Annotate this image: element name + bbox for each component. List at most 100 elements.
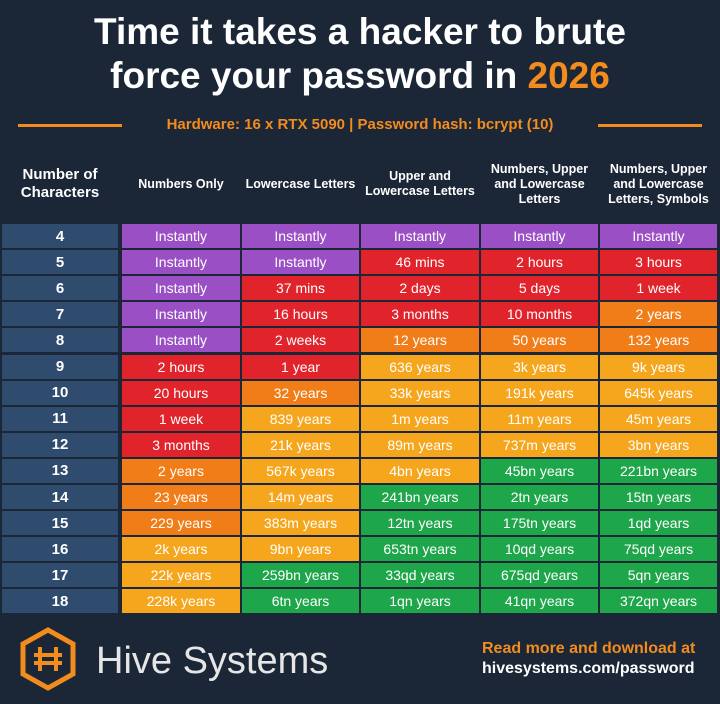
time-cell: Instantly <box>122 276 240 301</box>
time-cell: 1m years <box>361 406 479 431</box>
time-cell: 372qn years <box>600 589 717 614</box>
time-cell: 21k years <box>242 432 359 457</box>
time-cell: 10qd years <box>481 537 598 562</box>
time-cell: 2 years <box>122 458 240 483</box>
column-header: Numbers, Upper and Lowercase Letters, Sy… <box>608 161 709 206</box>
time-cell: Instantly <box>600 224 717 248</box>
row-label: 15 <box>2 511 118 536</box>
row-label: 16 <box>2 537 118 562</box>
row-label: 11 <box>2 406 118 431</box>
title-highlight: 2026 <box>527 55 610 96</box>
time-cell: 259bn years <box>242 563 359 588</box>
time-cell: 3k years <box>481 354 598 379</box>
time-cell: 3 months <box>361 302 479 327</box>
time-cell: 4bn years <box>361 458 479 483</box>
time-cell: 75qd years <box>600 537 717 562</box>
time-cell: 1qn years <box>361 589 479 614</box>
time-cell: 9bn years <box>242 537 359 562</box>
row-label: 13 <box>2 458 118 483</box>
time-cell: 46 mins <box>361 250 479 275</box>
row-label: 6 <box>2 276 118 301</box>
title-text: Time it takes a hacker to brute force yo… <box>94 11 626 96</box>
row-label: 7 <box>2 302 118 327</box>
time-cell: Instantly <box>242 250 359 275</box>
time-cell: 175tn years <box>481 511 598 536</box>
time-cell: Instantly <box>242 224 359 248</box>
time-cell: 2k years <box>122 537 240 562</box>
time-cell: Instantly <box>481 224 598 248</box>
time-cell: 228k years <box>122 589 240 614</box>
time-cell: 2 days <box>361 276 479 301</box>
time-cell: 636 years <box>361 354 479 379</box>
time-cell: 567k years <box>242 458 359 483</box>
time-cell: Instantly <box>361 224 479 248</box>
time-cell: 383m years <box>242 511 359 536</box>
time-cell: 2 years <box>600 302 717 327</box>
time-cell: 5qn years <box>600 563 717 588</box>
row-label: 9 <box>2 354 118 379</box>
row-label: 18 <box>2 589 118 614</box>
row-label: 14 <box>2 485 118 509</box>
brand: Hive Systems <box>96 640 329 682</box>
time-cell: 33qd years <box>361 563 479 588</box>
time-cell: 6tn years <box>242 589 359 614</box>
time-cell: 33k years <box>361 380 479 405</box>
time-cell: 32 years <box>242 380 359 405</box>
time-cell: 839 years <box>242 406 359 431</box>
time-cell: 3 months <box>122 432 240 457</box>
column-header: Numbers, Upper and Lowercase Letters <box>490 161 589 206</box>
rule <box>18 124 122 127</box>
time-cell: 2 hours <box>122 354 240 379</box>
time-cell: 1 week <box>600 276 717 301</box>
time-cell: 737m years <box>481 432 598 457</box>
time-cell: 37 mins <box>242 276 359 301</box>
time-cell: 1 year <box>242 354 359 379</box>
time-cell: 221bn years <box>600 458 717 483</box>
time-cell: 12 years <box>361 328 479 353</box>
time-cell: 645k years <box>600 380 717 405</box>
row-label: 17 <box>2 563 118 588</box>
logo <box>20 627 76 691</box>
time-cell: Instantly <box>122 328 240 353</box>
time-cell: 14m years <box>242 485 359 509</box>
time-cell: 89m years <box>361 432 479 457</box>
time-cell: 9k years <box>600 354 717 379</box>
time-cell: 229 years <box>122 511 240 536</box>
time-cell: 191k years <box>481 380 598 405</box>
time-cell: 11m years <box>481 406 598 431</box>
time-cell: 22k years <box>122 563 240 588</box>
subtitle: Hardware: 16 x RTX 5090 | Password hash:… <box>166 116 554 133</box>
time-cell: 45bn years <box>481 458 598 483</box>
column-header: Lowercase Letters <box>245 176 356 191</box>
time-cell: 241bn years <box>361 485 479 509</box>
time-cell: 3bn years <box>600 432 717 457</box>
title: Time it takes a hacker to brute force yo… <box>0 10 720 98</box>
rule <box>598 124 702 127</box>
time-cell: 132 years <box>600 328 717 353</box>
column-header: Number of Characters <box>20 166 100 201</box>
row-label: 10 <box>2 380 118 405</box>
time-cell: 23 years <box>122 485 240 509</box>
time-cell: 675qd years <box>481 563 598 588</box>
row-label: 5 <box>2 250 118 275</box>
column-header: Numbers Only <box>138 176 224 191</box>
time-cell: 41qn years <box>481 589 598 614</box>
row-label: 8 <box>2 328 118 353</box>
time-cell: 2 weeks <box>242 328 359 353</box>
time-cell: Instantly <box>122 250 240 275</box>
time-cell: Instantly <box>122 224 240 248</box>
row-label: 12 <box>2 432 118 457</box>
url[interactable]: hivesystems.com/password <box>482 660 695 677</box>
time-cell: 16 hours <box>242 302 359 327</box>
time-cell: 20 hours <box>122 380 240 405</box>
time-cell: 3 hours <box>600 250 717 275</box>
time-cell: 5 days <box>481 276 598 301</box>
time-cell: 10 months <box>481 302 598 327</box>
cta: Read more and download at <box>482 640 696 657</box>
time-cell: 1qd years <box>600 511 717 536</box>
time-cell: 50 years <box>481 328 598 353</box>
time-cell: 2 hours <box>481 250 598 275</box>
time-cell: 653tn years <box>361 537 479 562</box>
column-header: Upper and Lowercase Letters <box>365 169 475 198</box>
